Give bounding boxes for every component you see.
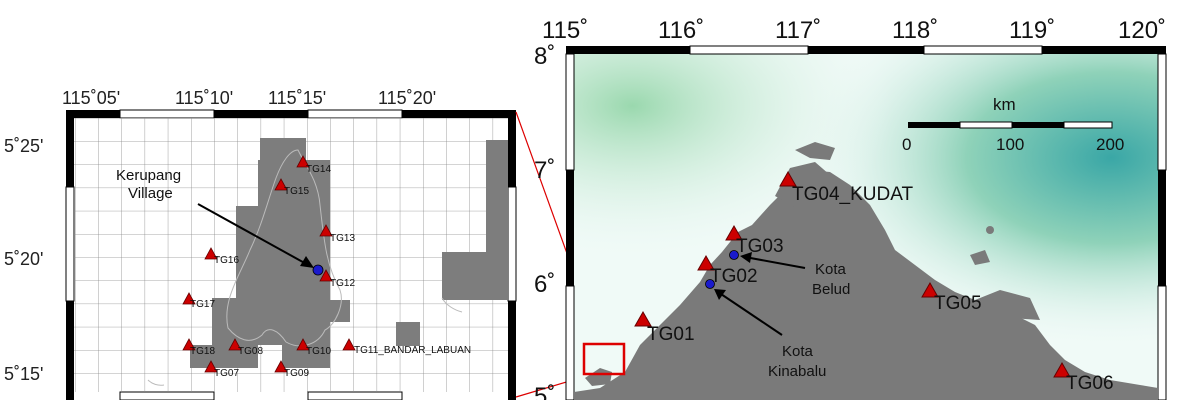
station-label: TG16 xyxy=(214,255,239,266)
station-label: TG15 xyxy=(284,186,309,197)
scale-tick: 100 xyxy=(996,135,1024,154)
left-lat-tick: 5˚15' xyxy=(4,364,43,384)
arrow-icon xyxy=(197,203,314,268)
landmass-sabah xyxy=(574,170,1158,400)
station-marker-TG09: TG09 xyxy=(274,360,309,379)
coastline-outline xyxy=(226,149,342,347)
station-marker-TG01: TG01 xyxy=(634,310,695,345)
left-lat-tick: 5˚20' xyxy=(4,249,43,269)
station-marker-TG11: TG11_BANDAR_LABUAN xyxy=(342,338,471,356)
right-lon-tick: 119˚ xyxy=(1009,17,1055,44)
station-label: TG04_KUDAT xyxy=(792,184,913,205)
station-marker-TG05: TG05 xyxy=(921,281,982,314)
left-inset-map: 115˚05' 115˚10' 115˚15' 115˚20' 5˚25' 5˚… xyxy=(4,88,517,400)
station-marker-TG18: TG18 xyxy=(182,338,215,357)
land-grid-cells xyxy=(190,138,508,368)
right-lat-tick: 5˚ xyxy=(534,383,555,400)
left-lon-tick: 115˚15' xyxy=(268,88,326,108)
station-label: TG06 xyxy=(1066,373,1114,394)
station-marker-TG08: TG08 xyxy=(228,338,263,357)
station-label: TG09 xyxy=(284,368,309,379)
station-label: TG02 xyxy=(710,266,758,287)
left-lat-tick: 5˚25' xyxy=(4,136,43,156)
arrow-icon xyxy=(714,289,783,336)
scale-unit: km xyxy=(993,95,1016,114)
station-marker-TG14: TG14 xyxy=(296,155,331,175)
station-marker-TG15: TG15 xyxy=(274,178,309,197)
kerupang-village-marker xyxy=(312,264,324,276)
station-marker-TG04: TG04_KUDAT xyxy=(779,170,913,205)
station-label: TG05 xyxy=(934,293,982,314)
station-label: TG13 xyxy=(330,233,355,244)
right-lat-tick: 7˚ xyxy=(534,157,555,184)
station-marker-TG06: TG06 xyxy=(1053,361,1114,394)
inset-location-box xyxy=(582,342,626,376)
kerupang-village-label: Kerupang xyxy=(116,167,181,184)
right-lon-tick: 115˚ xyxy=(542,17,588,44)
station-marker-TG17: TG17 xyxy=(182,292,215,310)
station-label: TG18 xyxy=(190,346,215,357)
left-lon-tick: 115˚10' xyxy=(175,88,233,108)
left-lon-tick: 115˚05' xyxy=(62,88,120,108)
station-marker-TG02: TG02 xyxy=(697,254,758,287)
scale-bar: km 0 100 200 xyxy=(902,95,1124,154)
station-label: TG03 xyxy=(736,236,784,257)
station-label: TG01 xyxy=(647,324,695,345)
station-marker-TG03: TG03 xyxy=(725,224,784,257)
right-lat-tick: 8˚ xyxy=(534,43,555,70)
right-main-map: 115˚ 116˚ 117˚ 118˚ 119˚ 120˚ 8˚ 7˚ 6˚ 5… xyxy=(534,17,1167,400)
station-label: TG07 xyxy=(214,368,239,379)
scale-tick: 0 xyxy=(902,135,911,154)
right-lon-tick: 117˚ xyxy=(775,17,821,44)
left-lon-tick: 115˚20' xyxy=(378,88,436,108)
arrow-icon xyxy=(740,252,806,269)
right-lon-tick: 120˚ xyxy=(1118,17,1166,44)
kota-kinabalu-label: Kinabalu xyxy=(768,363,826,380)
kerupang-village-label: Village xyxy=(128,185,173,202)
station-label: TG14 xyxy=(306,164,331,175)
station-label: TG12 xyxy=(330,278,355,289)
kota-kinabalu-label: Kota xyxy=(782,343,814,360)
station-marker-TG12: TG12 xyxy=(319,269,355,289)
station-marker-TG10: TG10 xyxy=(296,338,331,357)
station-label: TG10 xyxy=(306,346,331,357)
station-marker-TG16: TG16 xyxy=(204,247,239,266)
station-label: TG08 xyxy=(238,346,263,357)
station-label: TG11_BANDAR_LABUAN xyxy=(354,345,471,356)
kota-belud-label: Belud xyxy=(812,281,850,298)
station-marker-TG07: TG07 xyxy=(204,360,239,379)
kota-belud-marker xyxy=(729,250,739,260)
scale-tick: 200 xyxy=(1096,135,1124,154)
right-lon-tick: 118˚ xyxy=(892,17,938,44)
right-lon-tick: 116˚ xyxy=(658,17,704,44)
station-marker-TG13: TG13 xyxy=(319,224,355,244)
kota-belud-label: Kota xyxy=(815,261,847,278)
station-label: TG17 xyxy=(190,299,215,310)
right-lat-tick: 6˚ xyxy=(534,271,555,298)
kota-kinabalu-marker xyxy=(705,279,715,289)
